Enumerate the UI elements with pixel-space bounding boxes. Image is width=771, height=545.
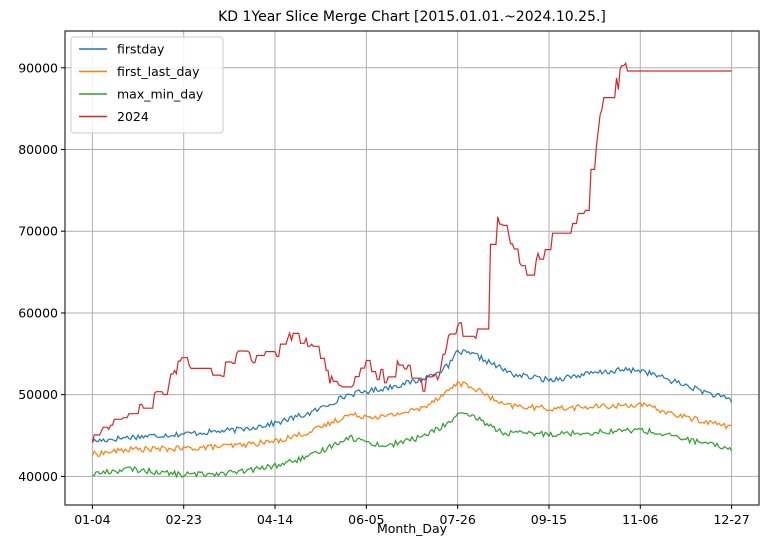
x-tick-label: 04-14	[257, 512, 293, 527]
y-tick-label: 80000	[18, 142, 58, 157]
x-axis-ticks: 01-04 02-23 04-14 06-05 07-26 09-15 11-06 12-27	[74, 505, 750, 527]
x-tick-label: 12-27	[713, 512, 749, 527]
legend-label: first_last_day	[117, 64, 200, 79]
series-line-max-min-day	[92, 412, 733, 479]
x-tick-label: 07-26	[439, 512, 475, 527]
x-tick-label: 02-23	[166, 512, 202, 527]
x-axis-label: Month_Day	[377, 521, 448, 536]
y-tick-label: 70000	[18, 224, 58, 239]
grid-lines	[65, 31, 759, 505]
y-tick-label: 90000	[18, 60, 58, 75]
y-tick-label: 50000	[18, 387, 58, 402]
legend-label: firstday	[117, 42, 165, 57]
plot-area-frame	[64, 30, 760, 506]
series-line-firstday	[91, 349, 733, 443]
x-tick-label: 11-06	[622, 512, 658, 527]
y-tick-label: 60000	[18, 305, 58, 320]
legend: firstday first_last_day max_min_day 2024	[70, 36, 224, 134]
x-tick-label: 06-05	[348, 512, 384, 527]
chart-title: KD 1Year Slice Merge Chart [2015.01.01.~…	[218, 9, 606, 25]
legend-box	[70, 36, 224, 134]
x-tick-label: 01-04	[74, 512, 110, 527]
legend-label: max_min_day	[117, 87, 204, 102]
x-tick-label: 09-15	[531, 512, 567, 527]
series-line-2024	[91, 61, 732, 443]
y-tick-label: 40000	[18, 469, 58, 484]
series-lines	[91, 61, 733, 479]
legend-label: 2024	[117, 109, 149, 124]
y-axis-ticks: 40000 50000 60000 70000 80000 90000	[18, 60, 65, 484]
series-line-first-last-day	[91, 380, 732, 457]
